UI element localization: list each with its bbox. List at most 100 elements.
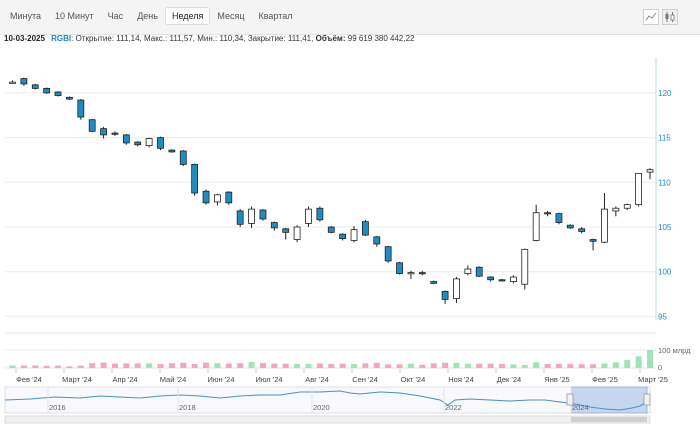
volume-bar bbox=[624, 359, 631, 368]
candle-body bbox=[236, 210, 244, 225]
candle-body bbox=[384, 246, 392, 262]
candle-body bbox=[9, 81, 16, 84]
x-tick-label: Май '24 bbox=[160, 375, 187, 384]
candle-body bbox=[191, 164, 199, 194]
candle-body bbox=[122, 134, 130, 144]
navigator-year-label: 2016 bbox=[49, 403, 66, 412]
candle-body bbox=[498, 279, 506, 282]
candle-body bbox=[225, 191, 233, 204]
candle-body bbox=[453, 278, 460, 299]
volume-bar bbox=[191, 364, 198, 368]
volume-bar bbox=[544, 364, 551, 368]
candle-body bbox=[362, 221, 369, 236]
volume-value: 99 619 380 442,22 bbox=[347, 34, 415, 43]
candle-body bbox=[179, 150, 187, 165]
candle-body bbox=[202, 190, 210, 204]
volume-bar bbox=[282, 363, 289, 368]
info-ticker: RGBI bbox=[51, 34, 72, 43]
line-chart-icon bbox=[645, 12, 657, 21]
navigator-right-handle bbox=[643, 393, 651, 406]
volume-bar bbox=[396, 364, 403, 368]
candle-body bbox=[521, 248, 529, 285]
volume-bar bbox=[339, 363, 346, 368]
x-tick-label: Июл '24 bbox=[255, 375, 282, 384]
volume-bar bbox=[259, 362, 266, 368]
volume-bar bbox=[555, 363, 562, 368]
x-tick-label: Янв '25 bbox=[544, 375, 569, 384]
y-tick-label: 120 bbox=[658, 89, 672, 98]
volume-bar bbox=[248, 362, 255, 368]
candlestick-chart-button[interactable] bbox=[662, 9, 678, 25]
price-axis: 95 100 105 110 115 120 bbox=[658, 89, 672, 322]
volume-bar bbox=[590, 364, 597, 368]
ohlc-info-line: 10-03-2025 RGBI: Открытие: 111,14, Макс.… bbox=[4, 34, 415, 43]
x-tick-label: Ноя '24 bbox=[448, 375, 474, 384]
line-chart-button[interactable] bbox=[643, 9, 659, 25]
navigator-scrollbar-thumb bbox=[571, 417, 647, 422]
open-value: 111,14 bbox=[116, 34, 140, 43]
volume-bar bbox=[123, 363, 130, 368]
candle-body bbox=[646, 169, 654, 173]
volume-bar bbox=[9, 365, 16, 368]
volume-bar bbox=[362, 363, 369, 368]
close-value: 111,41 bbox=[287, 34, 312, 43]
volume-bar bbox=[407, 363, 414, 368]
tab-week[interactable]: Неделя bbox=[165, 8, 210, 24]
candle-body bbox=[293, 226, 301, 240]
volume-bar bbox=[635, 356, 642, 368]
candle-body bbox=[54, 91, 62, 96]
low-label: Мин.: bbox=[197, 34, 218, 43]
x-tick-label: Март '24 bbox=[62, 375, 92, 384]
volume-bar bbox=[453, 362, 460, 368]
candle-body bbox=[77, 99, 85, 118]
candle-body bbox=[270, 222, 278, 229]
candle-body bbox=[214, 194, 221, 203]
candle-body bbox=[464, 268, 472, 274]
tab-10-minutes[interactable]: 10 Минут bbox=[55, 11, 94, 21]
candle-body bbox=[612, 207, 620, 212]
candle-body bbox=[418, 272, 426, 275]
candle-body bbox=[373, 236, 381, 245]
tab-hour[interactable]: Час bbox=[107, 11, 124, 21]
candle-body bbox=[578, 228, 586, 232]
candle-body bbox=[43, 88, 51, 94]
tab-quarter[interactable]: Квартал bbox=[258, 11, 293, 21]
x-tick-label: Сен '24 bbox=[352, 375, 378, 384]
volume-bar bbox=[203, 362, 210, 368]
tab-month[interactable]: Месяц bbox=[217, 11, 245, 21]
candle-body bbox=[339, 233, 347, 240]
volume-bar bbox=[111, 363, 118, 368]
volume-bars bbox=[9, 350, 653, 368]
x-tick-label: Авг '24 bbox=[305, 375, 329, 384]
candle-body bbox=[316, 207, 324, 221]
candle-body bbox=[430, 281, 438, 284]
candle-body bbox=[157, 137, 164, 149]
candle-body bbox=[100, 128, 107, 136]
navigator-year-label: 2018 bbox=[179, 403, 196, 412]
candle-body bbox=[555, 213, 563, 223]
y-tick-label: 110 bbox=[658, 178, 671, 187]
time-axis: Фев '24 Март '24 Апр '24 Май '24 Июн '24 Июл … bbox=[15, 369, 668, 384]
volume-bar bbox=[214, 363, 221, 368]
candle-body bbox=[31, 84, 39, 89]
candle-body bbox=[134, 141, 142, 146]
navigator: 2016 2018 2020 2022 2024 bbox=[4, 386, 651, 424]
candle-body bbox=[259, 209, 267, 220]
candle-body bbox=[623, 204, 631, 209]
tab-day[interactable]: День bbox=[137, 11, 158, 21]
volume-bar bbox=[578, 364, 585, 368]
candle-body bbox=[248, 208, 255, 224]
volume-bar bbox=[499, 363, 506, 368]
volume-bar bbox=[146, 363, 153, 368]
candle-body bbox=[20, 78, 28, 85]
volume-bar bbox=[77, 365, 84, 368]
candle-body bbox=[168, 149, 176, 153]
close-label: Закрытие: bbox=[247, 34, 286, 43]
tab-minute[interactable]: Минута bbox=[10, 11, 42, 21]
high-value: 111,57 bbox=[169, 34, 193, 43]
volume-bar bbox=[533, 362, 540, 368]
volume-bar bbox=[237, 363, 244, 368]
navigator-scrollbar bbox=[4, 415, 651, 424]
x-tick-label: Март '25 bbox=[638, 375, 668, 384]
